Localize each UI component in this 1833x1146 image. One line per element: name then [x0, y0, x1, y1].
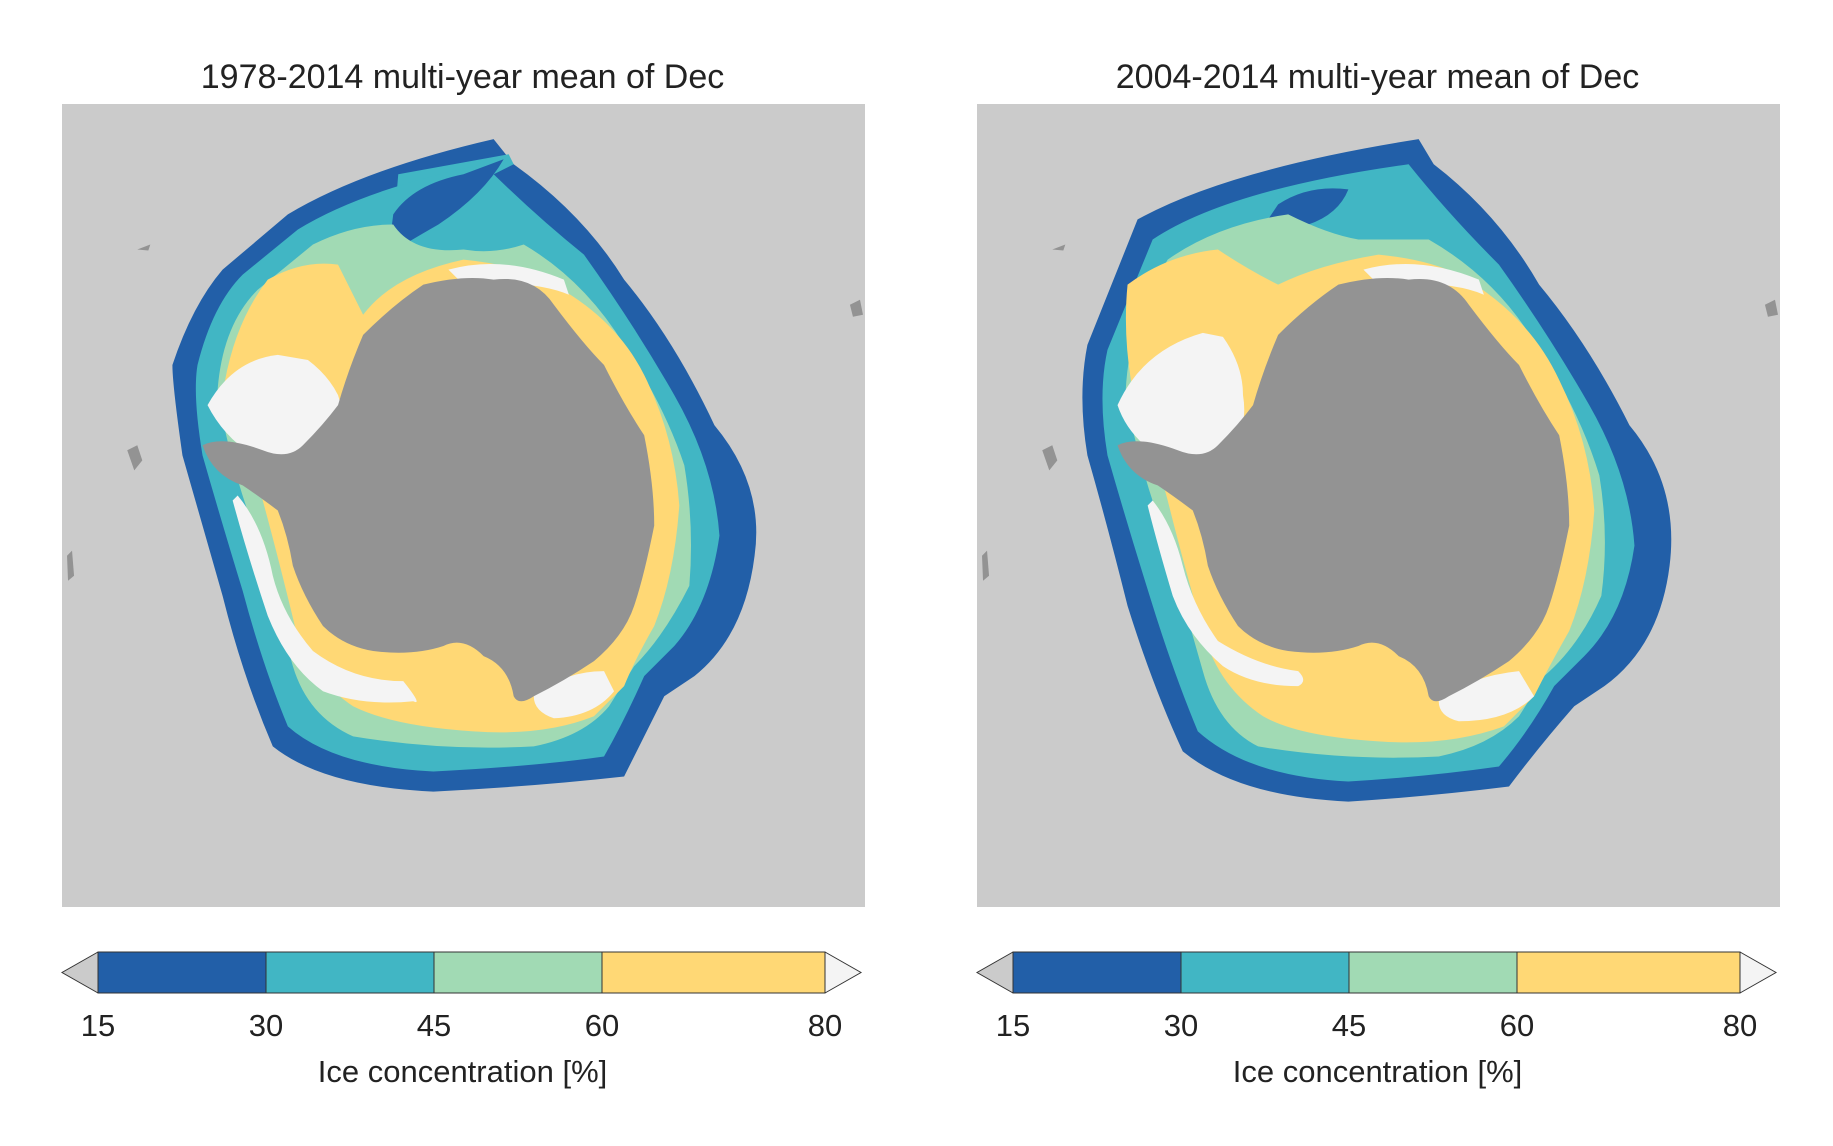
colorbar-tick: 45: [416, 1008, 452, 1043]
colorbar: [975, 951, 1778, 994]
colorbar-tick: 80: [1722, 1008, 1758, 1043]
colorbar-bin-60-80: [1517, 952, 1740, 993]
colorbar-tick: 30: [1163, 1008, 1199, 1043]
antarctica-land: [1117, 277, 1570, 702]
panel-1978-2014: 1978-2014 multi-year mean of Dec: [60, 0, 880, 1146]
colorbar-bin-15-30: [1013, 952, 1181, 993]
panel-title: 2004-2014 multi-year mean of Dec: [1115, 58, 1640, 96]
colorbar-extend-high: [1740, 952, 1776, 993]
colorbar: [60, 951, 863, 994]
colorbar-bin-30-45: [1181, 952, 1349, 993]
colorbar-label: Ice concentration [%]: [317, 1054, 608, 1089]
colorbar-extend-high: [825, 952, 861, 993]
colorbar-tick: 80: [807, 1008, 843, 1043]
colorbar-bin-45-60: [1349, 952, 1517, 993]
colorbar-tick: 30: [248, 1008, 284, 1043]
sea-ice-map: [62, 104, 865, 907]
panel-2004-2014: 2004-2014 multi-year mean of Dec: [975, 0, 1795, 1146]
sea-ice-map: [977, 104, 1780, 907]
antarctica-land: [202, 277, 655, 702]
colorbar-tick: 60: [1499, 1008, 1535, 1043]
colorbar-bin-15-30: [98, 952, 266, 993]
colorbar-tick: 15: [80, 1008, 116, 1043]
colorbar-tick: 15: [995, 1008, 1031, 1043]
small-islands: [67, 244, 863, 581]
colorbar-bin-45-60: [434, 952, 602, 993]
ice-band-above-80: [1117, 263, 1535, 722]
panel-title: 1978-2014 multi-year mean of Dec: [200, 58, 725, 96]
colorbar-extend-low: [62, 952, 98, 993]
colorbar-bin-30-45: [266, 952, 434, 993]
colorbar-tick: 45: [1331, 1008, 1367, 1043]
colorbar-label: Ice concentration [%]: [1232, 1054, 1523, 1089]
small-islands: [982, 244, 1778, 581]
colorbar-tick: 60: [584, 1008, 620, 1043]
colorbar-bin-60-80: [602, 952, 825, 993]
colorbar-extend-low: [977, 952, 1013, 993]
